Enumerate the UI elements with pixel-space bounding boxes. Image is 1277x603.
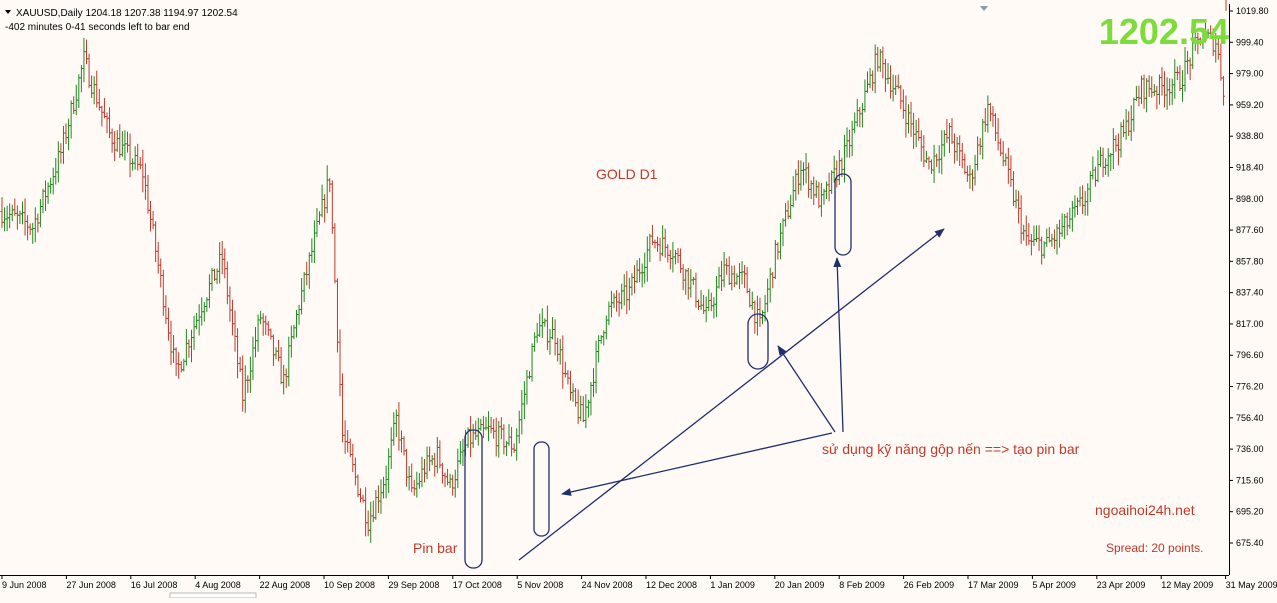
price-tick-label: 796.60: [1236, 350, 1264, 360]
time-tick-label: 31 May 2009: [1226, 580, 1277, 590]
price-tick-label: 776.20: [1236, 382, 1264, 392]
time-tick-label: 5 Apr 2009: [1032, 580, 1076, 590]
price-tick-label: 1019.80: [1236, 6, 1269, 16]
chart-shift-marker[interactable]: [980, 6, 988, 11]
price-tick-label: 837.40: [1236, 288, 1264, 298]
symbol-info: XAUUSD,Daily 1204.18 1207.38 1194.97 120…: [16, 8, 238, 19]
time-tick-label: 9 Jun 2008: [2, 580, 47, 590]
candle: [1221, 75, 1226, 106]
pin-bar-highlight-4: [834, 173, 852, 256]
time-tick-label: 23 Apr 2009: [1097, 580, 1146, 590]
time-tick-label: 12 Dec 2008: [646, 580, 697, 590]
arrow-to-pinbar-2: [561, 432, 833, 496]
chart-label: GOLD D1: [596, 166, 658, 182]
arrow-to-pinbar-4: [833, 257, 844, 433]
chart-tab[interactable]: [169, 592, 257, 599]
price-tick-label: 959.20: [1236, 100, 1264, 110]
time-tick-label: 29 Sep 2008: [388, 580, 439, 590]
candles-layer: [0, 0, 1227, 543]
price-tick-label: 736.00: [1236, 444, 1264, 454]
price-tick-label: 715.60: [1236, 475, 1264, 485]
time-tick-label: 10 Sep 2008: [324, 580, 375, 590]
price-tick-label: 898.00: [1236, 194, 1264, 204]
time-tick-label: 27 Jun 2008: [66, 580, 116, 590]
price-tick-label: 979.00: [1236, 69, 1264, 79]
pin-bar-highlight-2: [533, 441, 550, 537]
last-price: 1202.54: [1099, 11, 1229, 52]
bar-timer: -402 minutes 0-41 seconds left to bar en…: [5, 22, 190, 33]
technique-label: sử dụng kỹ năng gộp nến ==> tạo pin bar: [822, 441, 1080, 457]
indicator-triangle-icon: [5, 10, 11, 14]
pin-bar-highlight-1: [464, 429, 483, 569]
time-tick-label: 8 Feb 2009: [839, 580, 885, 590]
price-tick-label: 877.60: [1236, 225, 1264, 235]
price-tick-label: 817.00: [1236, 319, 1264, 329]
trend-arrow: [518, 228, 945, 561]
price-tick-label: 918.40: [1236, 162, 1264, 172]
time-tick-label: 16 Jul 2008: [131, 580, 178, 590]
time-tick-label: 17 Oct 2008: [453, 580, 502, 590]
arrow-to-pinbar-3: [777, 345, 836, 433]
price-tick-label: 675.40: [1236, 538, 1264, 548]
time-tick-label: 12 May 2009: [1161, 580, 1213, 590]
time-tick-label: 5 Nov 2008: [517, 580, 563, 590]
time-tick-label: 4 Aug 2008: [195, 580, 241, 590]
price-axis: 1019.80 999.40 979.00 959.20 938.80 918.40 898…: [1229, 6, 1269, 548]
pin-bar-highlight-3: [747, 313, 769, 370]
pin-bar-label: Pin bar: [413, 540, 458, 556]
watermark: ngoaihoi24h.net: [1095, 502, 1195, 518]
spread-label: Spread: 20 points.: [1106, 541, 1203, 555]
time-tick-label: 26 Feb 2009: [904, 580, 955, 590]
price-tick-label: 857.80: [1236, 256, 1264, 266]
time-tick-label: 17 Mar 2009: [968, 580, 1019, 590]
time-axis: 9 Jun 2008 27 Jun 2008 16 Jul 2008 4 Aug 20…: [1, 575, 1277, 590]
time-tick-label: 24 Nov 2008: [582, 580, 633, 590]
price-tick-label: 695.20: [1236, 507, 1264, 517]
price-tick-label: 938.80: [1236, 131, 1264, 141]
time-tick-label: 22 Aug 2008: [260, 580, 311, 590]
price-tick-label: 756.40: [1236, 413, 1264, 423]
price-tick-label: 999.40: [1236, 37, 1264, 47]
time-tick-label: 20 Jan 2009: [775, 580, 825, 590]
time-tick-label: 1 Jan 2009: [710, 580, 755, 590]
